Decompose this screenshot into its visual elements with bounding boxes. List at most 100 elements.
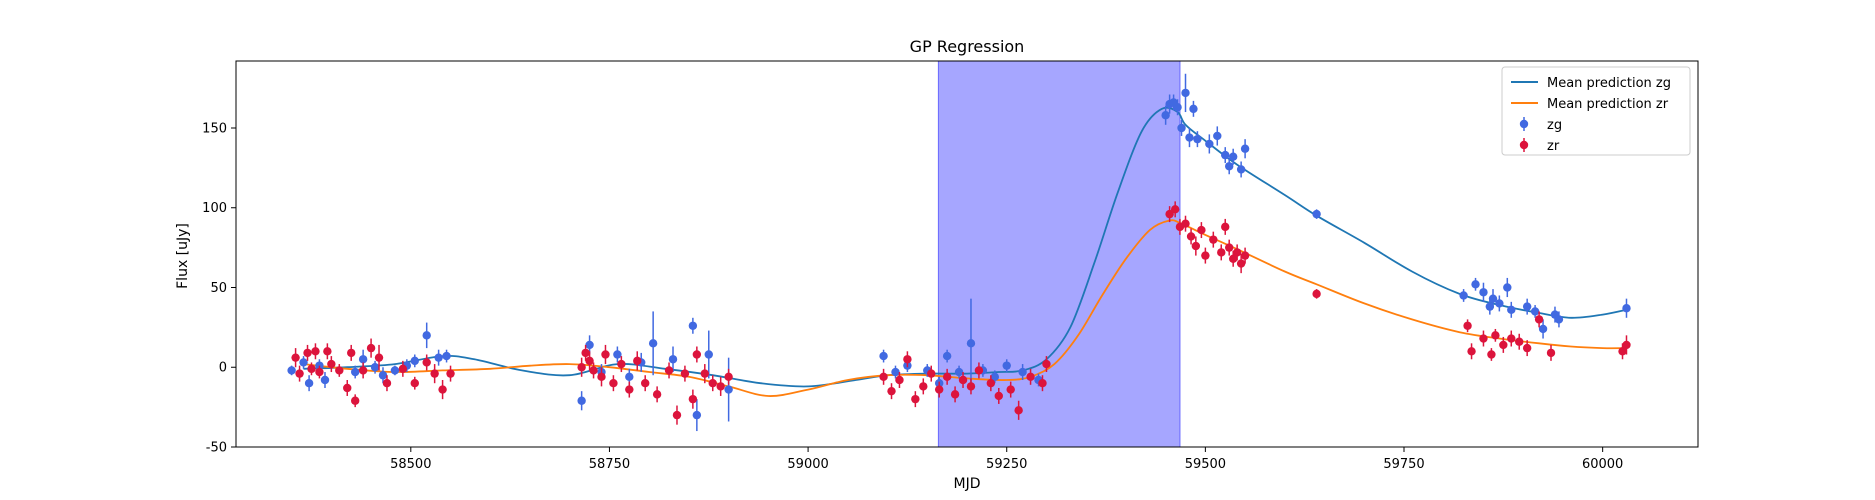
data-marker <box>577 363 586 372</box>
plot-frame <box>235 60 1699 448</box>
data-point-zg <box>434 349 443 366</box>
data-marker <box>903 355 912 364</box>
data-point-zr <box>1026 368 1035 385</box>
data-marker <box>974 366 984 375</box>
mean-prediction-lines <box>303 106 1627 397</box>
data-point-zr <box>994 387 1003 404</box>
y-tick-label: -50 <box>206 441 227 456</box>
data-point-zr <box>1181 215 1190 232</box>
legend-marker-swatch <box>1519 140 1529 150</box>
data-point-zr <box>1042 356 1051 373</box>
legend: Mean prediction zg Mean prediction zr zg zr <box>1501 66 1691 156</box>
legend-label: zr <box>1547 139 1560 154</box>
data-marker <box>1485 302 1495 311</box>
data-marker <box>664 366 674 375</box>
data-marker <box>304 378 314 388</box>
data-marker <box>291 353 300 362</box>
data-marker <box>1205 139 1214 149</box>
data-marker <box>1240 251 1250 260</box>
data-marker <box>950 390 960 399</box>
data-marker <box>966 339 976 348</box>
data-point-zg <box>1213 126 1222 146</box>
data-marker <box>1014 406 1023 415</box>
data-point-zr <box>680 365 690 382</box>
data-marker <box>1181 219 1190 228</box>
data-marker <box>724 385 733 394</box>
data-point-zr <box>1499 336 1508 353</box>
data-point-zr <box>307 362 316 376</box>
data-point-zr <box>430 364 439 384</box>
data-point-zr <box>410 376 419 390</box>
data-marker <box>633 356 642 366</box>
data-point-zg <box>688 317 698 334</box>
data-marker <box>1006 385 1015 394</box>
data-marker <box>1170 205 1180 214</box>
data-marker <box>347 348 356 358</box>
data-marker <box>1228 152 1238 161</box>
data-point-zr <box>323 343 332 360</box>
data-marker <box>1189 104 1198 114</box>
data-marker <box>1622 304 1631 313</box>
x-tick-label: 59000 <box>787 457 828 472</box>
data-marker <box>942 351 952 361</box>
data-marker <box>990 372 1000 382</box>
data-marker <box>1225 243 1234 252</box>
data-marker <box>879 351 888 361</box>
data-marker <box>315 367 324 377</box>
data-point-zr <box>1515 333 1524 350</box>
mean-prediction-line-zg <box>303 106 1627 388</box>
data-point-zg <box>1185 127 1194 148</box>
data-marker <box>1232 248 1242 257</box>
data-point-zg <box>577 391 586 411</box>
x-tick-label: 59750 <box>1383 457 1424 472</box>
data-point-zg <box>692 399 702 432</box>
data-marker <box>410 356 419 366</box>
data-marker <box>617 359 626 369</box>
mean-prediction-line-zr <box>303 219 1627 397</box>
data-point-zr <box>1463 319 1472 333</box>
data-point-zg <box>1228 148 1238 165</box>
data-marker <box>1554 315 1564 324</box>
data-marker <box>1209 235 1218 244</box>
data-point-zg <box>442 349 451 363</box>
legend-label: Mean prediction zg <box>1547 76 1671 91</box>
data-point-zr <box>625 381 634 398</box>
data-point-zr <box>609 375 618 392</box>
data-marker <box>585 340 594 350</box>
data-marker <box>327 359 336 369</box>
data-point-zg <box>613 346 622 363</box>
data-marker <box>581 348 590 358</box>
data-marker <box>1312 209 1321 219</box>
data-marker <box>1618 347 1627 356</box>
data-marker <box>1479 334 1488 343</box>
data-point-zr <box>1006 381 1015 398</box>
data-marker <box>323 347 332 356</box>
data-point-zg <box>350 365 360 379</box>
data-marker <box>1538 324 1548 334</box>
data-point-zr <box>919 378 928 395</box>
data-point-zg <box>1503 277 1512 298</box>
data-point-zr <box>633 351 642 371</box>
data-marker <box>700 369 709 378</box>
data-marker <box>1546 348 1556 358</box>
data-marker <box>879 372 888 382</box>
data-point-zr <box>672 405 682 425</box>
data-point-zg <box>1507 301 1516 318</box>
data-point-zr <box>347 344 356 361</box>
data-point-zr <box>1467 343 1476 360</box>
y-tick-label: 0 <box>219 361 227 376</box>
data-point-zg <box>1189 100 1198 117</box>
data-marker <box>1026 372 1035 382</box>
data-marker <box>1161 111 1170 120</box>
data-marker <box>1165 209 1174 219</box>
data-marker <box>934 385 944 394</box>
data-marker <box>398 364 408 374</box>
data-marker <box>688 321 698 330</box>
data-point-zr <box>291 348 300 368</box>
data-marker <box>927 369 936 378</box>
data-marker <box>1217 248 1226 257</box>
data-point-zg <box>304 375 314 392</box>
x-tick-label: 58750 <box>589 457 630 472</box>
data-marker <box>410 378 419 388</box>
